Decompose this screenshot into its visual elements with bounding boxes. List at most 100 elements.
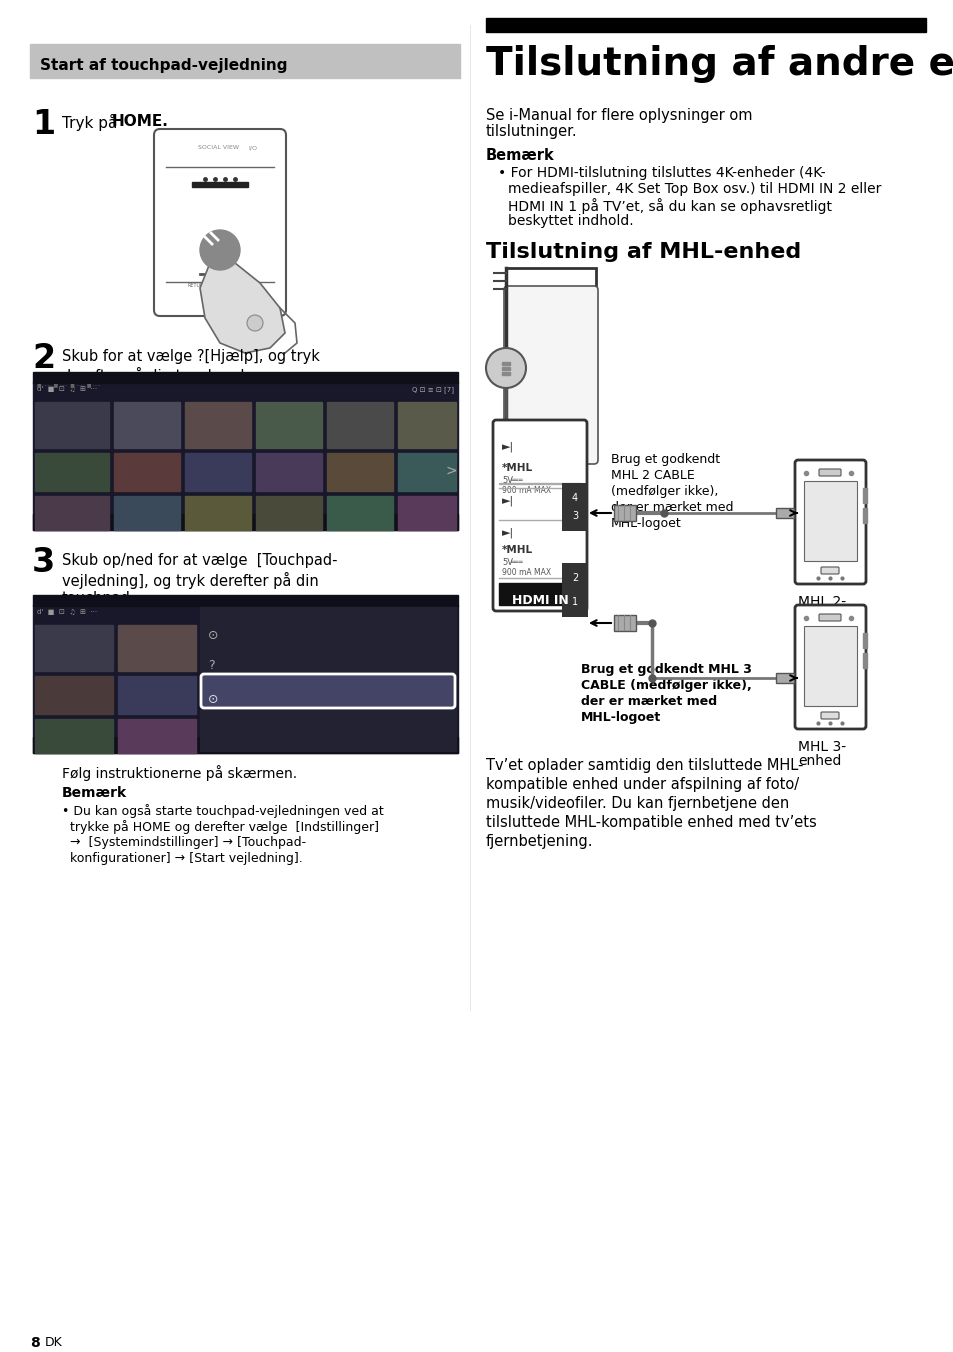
Bar <box>33 737 457 753</box>
Bar <box>501 372 510 375</box>
Text: 1: 1 <box>572 598 578 607</box>
Text: tilsluttede MHL-kompatible enhed med tv’ets: tilsluttede MHL-kompatible enhed med tv’… <box>485 815 816 830</box>
Text: ►|: ►| <box>501 495 514 506</box>
Bar <box>113 453 180 491</box>
Bar <box>33 514 457 530</box>
Bar <box>118 676 195 714</box>
FancyBboxPatch shape <box>821 713 838 719</box>
Text: d'  ■  ⊡  ♫  ⊞  ···: d' ■ ⊡ ♫ ⊞ ··· <box>37 608 97 615</box>
Bar <box>192 183 248 187</box>
Text: 8: 8 <box>30 1336 40 1351</box>
Text: 2: 2 <box>32 342 55 375</box>
Text: ►|: ►| <box>501 527 514 538</box>
Text: der er mærket med: der er mærket med <box>610 502 733 514</box>
Text: 900 mA MAX: 900 mA MAX <box>501 568 551 577</box>
Bar <box>35 625 112 671</box>
FancyBboxPatch shape <box>821 566 838 575</box>
Text: Følg instruktionerne på skærmen.: Følg instruktionerne på skærmen. <box>62 765 296 781</box>
Text: musik/videofiler. Du kan fjernbetjene den: musik/videofiler. Du kan fjernbetjene de… <box>485 796 788 811</box>
Text: medieafspiller, 4K Set Top Box osv.) til HDMI IN 2 eller: medieafspiller, 4K Set Top Box osv.) til… <box>507 183 881 196</box>
Text: Q ⊡ ≡ ⊡ [7]: Q ⊡ ≡ ⊡ [7] <box>412 387 454 392</box>
Bar <box>505 268 596 458</box>
Bar <box>327 496 393 530</box>
Text: ⊙: ⊙ <box>208 629 218 642</box>
Text: MHL 2-: MHL 2- <box>797 595 845 608</box>
Bar <box>501 366 510 370</box>
Bar <box>614 615 636 631</box>
Text: Brug et godkendt: Brug et godkendt <box>610 453 720 466</box>
Text: (ARC): (ARC) <box>516 585 543 595</box>
Bar <box>118 719 195 753</box>
Bar <box>803 481 856 561</box>
Text: +: + <box>214 293 229 311</box>
Bar <box>397 402 456 448</box>
Bar <box>538 468 562 488</box>
Bar <box>397 453 456 491</box>
Circle shape <box>485 347 525 388</box>
Text: Bemærk: Bemærk <box>62 786 127 800</box>
Text: Skub op/ned for at vælge  [Touchpad-: Skub op/ned for at vælge [Touchpad- <box>62 553 337 568</box>
Bar <box>33 372 457 383</box>
Text: SOCIAL VIEW: SOCIAL VIEW <box>198 145 239 150</box>
Polygon shape <box>200 264 285 353</box>
Circle shape <box>247 315 263 331</box>
Bar <box>397 496 456 530</box>
Bar <box>35 719 112 753</box>
Text: • For HDMI-tilslutning tilsluttes 4K-enheder (4K-: • For HDMI-tilslutning tilsluttes 4K-enh… <box>497 166 824 180</box>
Bar <box>803 626 856 706</box>
Text: derefter på din touchpad.: derefter på din touchpad. <box>62 366 249 384</box>
Text: kompatible enhed under afspilning af foto/: kompatible enhed under afspilning af fot… <box>485 777 799 792</box>
Text: ►|: ►| <box>501 585 514 595</box>
Bar <box>33 595 457 606</box>
Text: ═══: ═══ <box>510 558 522 564</box>
Bar <box>862 653 866 668</box>
Text: ■ ·····  ■ ·····  ■ ·····  ■ ·····: ■ ····· ■ ····· ■ ····· ■ ····· <box>37 383 100 388</box>
Text: ═══: ═══ <box>510 476 522 483</box>
Text: Tv’et oplader samtidig den tilsluttede MHL-: Tv’et oplader samtidig den tilsluttede M… <box>485 758 802 773</box>
FancyBboxPatch shape <box>153 128 286 316</box>
FancyBboxPatch shape <box>818 469 841 476</box>
Text: DK: DK <box>45 1336 63 1349</box>
Bar <box>35 676 112 714</box>
Text: tilslutninger.: tilslutninger. <box>485 124 577 139</box>
Text: ⊙: ⊙ <box>208 694 218 706</box>
FancyBboxPatch shape <box>503 287 598 464</box>
Bar <box>775 508 793 518</box>
Bar <box>501 362 510 365</box>
Text: Tilslutning af MHL-enhed: Tilslutning af MHL-enhed <box>485 242 801 262</box>
Text: *MHL: *MHL <box>501 545 533 556</box>
Bar <box>775 673 793 683</box>
FancyBboxPatch shape <box>493 420 586 611</box>
Bar <box>614 506 636 521</box>
Text: fjernbetjening.: fjernbetjening. <box>485 834 593 849</box>
Text: ►|: ►| <box>501 442 514 453</box>
Bar <box>862 488 866 503</box>
Text: Se i-Manual for flere oplysninger om: Se i-Manual for flere oplysninger om <box>485 108 752 123</box>
FancyBboxPatch shape <box>201 675 455 708</box>
Text: MHL 3-: MHL 3- <box>797 740 845 754</box>
Text: trykke på HOME og derefter vælge  [Indstillinger]: trykke på HOME og derefter vælge [Indsti… <box>62 821 378 834</box>
Text: • Du kan også starte touchpad-vejledningen ved at: • Du kan også starte touchpad-vejledning… <box>62 804 383 818</box>
Bar <box>255 453 322 491</box>
Bar <box>255 496 322 530</box>
Text: MHL-logoet: MHL-logoet <box>610 516 681 530</box>
Text: vejledning], og tryk derefter på din: vejledning], og tryk derefter på din <box>62 572 318 589</box>
Text: Brug et godkendt MHL 3: Brug et godkendt MHL 3 <box>580 662 751 676</box>
Text: I/O: I/O <box>248 145 256 150</box>
Bar <box>33 383 457 530</box>
Text: 5V: 5V <box>501 558 513 566</box>
Text: d'  ■  ⊡  ♫  ⊞  ···: d' ■ ⊡ ♫ ⊞ ··· <box>37 387 97 392</box>
Bar <box>862 508 866 523</box>
Text: (medfølger ikke),: (medfølger ikke), <box>610 485 718 498</box>
Text: >: > <box>446 464 457 479</box>
Bar <box>118 625 195 671</box>
Bar <box>185 453 251 491</box>
Bar <box>498 583 580 604</box>
Bar <box>485 18 925 32</box>
Text: 5V: 5V <box>501 476 513 485</box>
Text: ?: ? <box>208 658 214 672</box>
Text: Q ⊡ ≡ ⊡ 7 ≫: Q ⊡ ≡ ⊡ 7 ≫ <box>408 608 454 615</box>
Bar <box>327 402 393 448</box>
FancyBboxPatch shape <box>794 604 865 729</box>
Text: HOME.: HOME. <box>112 114 169 128</box>
